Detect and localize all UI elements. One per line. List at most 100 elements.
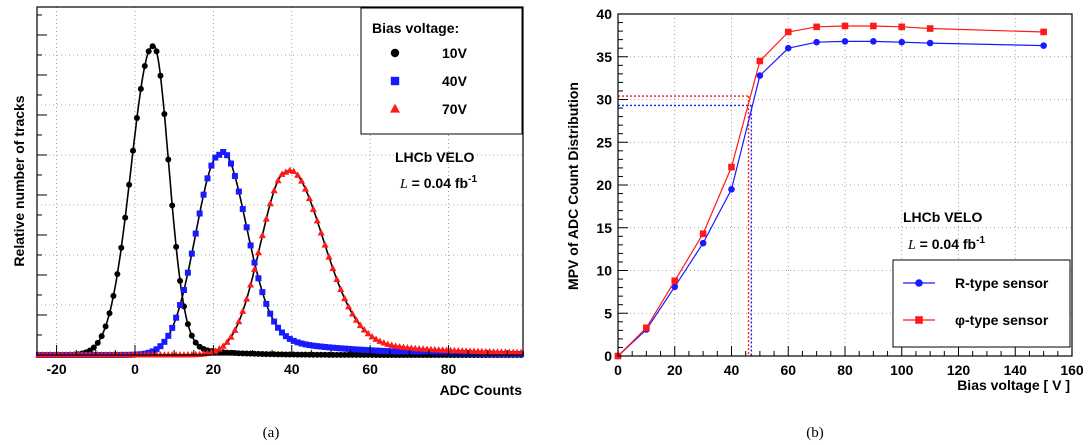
panel-b-point (784, 28, 792, 36)
panel-b-point (699, 230, 707, 238)
panel-b-point (870, 38, 877, 45)
panel-a-annotation: LHCb VELO L = 0.04 fb-1 (395, 149, 477, 192)
panel-b-ticks (617, 13, 1073, 357)
panel-a-point (102, 323, 109, 330)
panel-b-x-tick-label: 20 (667, 362, 683, 378)
panel-a-point (177, 302, 184, 309)
panel-a-annotation-line2: L = 0.04 fb-1 (399, 174, 477, 192)
panel-a-point (368, 332, 376, 340)
panel-a-point (384, 340, 392, 347)
panel-a-x-tick-label: -20 (46, 361, 66, 377)
panel-a-point (137, 85, 144, 92)
panel-a-point (188, 332, 195, 339)
panel-a-point (341, 294, 349, 302)
panel-a-point (286, 166, 294, 173)
panel-a-point (352, 316, 360, 323)
panel-a-point (243, 295, 251, 302)
panel-a-point (94, 339, 101, 346)
panel-a-point (153, 48, 160, 55)
panel-b-point (728, 163, 735, 171)
panel-a-legend: Bias voltage: 10V 40V 70V (360, 7, 523, 135)
panel-a-point (235, 188, 242, 195)
panel-a-point (423, 349, 430, 356)
panel-a-point (149, 43, 156, 50)
panel-b-y-tick-label: 0 (604, 348, 612, 364)
panel-a-x-tick-label: 40 (284, 361, 300, 377)
panel-b-legend-label: R-type sensor (955, 275, 1049, 291)
panel-b-point (870, 22, 877, 30)
panel-a-point (348, 310, 357, 317)
panel-b-x-tick-labels: 0 20 40 60 80 100 120 140 160 (614, 362, 1084, 378)
panel-a-point (251, 265, 259, 272)
panel-a-caption: (a) (263, 425, 280, 441)
panel-a-point (259, 289, 266, 296)
panel-a-point (380, 339, 388, 346)
panel-a-point (314, 343, 321, 350)
panel-a-point (373, 347, 380, 354)
panel-b-annotation-line1: LHCb VELO (903, 209, 982, 225)
panel-a-point (165, 332, 172, 339)
panel-a-point (141, 63, 148, 70)
panel-a-point (416, 349, 423, 356)
panel-a-point (427, 349, 434, 356)
panel-a-point (420, 349, 427, 356)
panel-a-point (333, 275, 341, 283)
panel-a-point (337, 285, 345, 293)
panel-a-point (431, 349, 438, 356)
panel-a-point (325, 253, 333, 260)
panel-a-point (345, 345, 352, 352)
panel-a-point (388, 348, 395, 355)
panel-a-x-axis-title: ADC Counts (440, 382, 523, 398)
panel-b-point (671, 277, 679, 285)
panel-a-point (130, 147, 137, 154)
panel-b-legend-marker (915, 279, 923, 287)
panel-b-x-tick-label: 120 (947, 362, 971, 378)
panel-a-point (157, 343, 164, 350)
panel-b-point (926, 39, 934, 47)
panel-a-point (110, 292, 117, 299)
panel-a-point (412, 349, 419, 356)
panel-a-point (333, 345, 340, 352)
panel-b-x-tick-label: 60 (780, 362, 796, 378)
panel-a-legend-label: 40V (442, 73, 468, 89)
panel-a-point (228, 160, 235, 167)
panel-a-point (153, 346, 160, 353)
panel-a-point (447, 350, 454, 357)
panel-a-legend-label: 10V (442, 45, 468, 61)
panel-b-x-tick-label: 0 (614, 362, 622, 378)
panel-a-point (294, 339, 301, 346)
panel-a-point (161, 111, 168, 118)
panel-a-point (443, 350, 450, 357)
panel-b-y-tick-label: 5 (604, 305, 612, 321)
panel-a-ticks (36, 14, 508, 356)
panel-b-x-axis-title: Bias voltage [ V ] (957, 377, 1070, 393)
panel-a-point (360, 326, 368, 333)
panel-a-point (341, 345, 348, 352)
panel-b-point (784, 44, 792, 52)
panel-b-point (898, 23, 906, 31)
panel-b-x-tick-label: 160 (1060, 362, 1084, 378)
panel-a-point (275, 324, 282, 331)
panel-a-point (361, 346, 368, 353)
panel-a-point (396, 348, 403, 355)
panel-a-legend-marker (390, 76, 400, 86)
panel-b-legend-label: φ-type sensor (955, 312, 1049, 328)
panel-b-point (898, 38, 906, 46)
panel-a-point (298, 340, 305, 347)
panel-a-legend-marker (390, 48, 400, 58)
panel-b-point (841, 38, 849, 45)
panel-a-point (376, 337, 384, 344)
panel-b-x-tick-label: 40 (724, 362, 740, 378)
panel-a-point (306, 342, 313, 349)
panel-a-point (169, 324, 176, 331)
panel-a-legend-box (360, 7, 523, 135)
panel-a-point (298, 177, 306, 184)
panel-a-point (227, 333, 235, 340)
panel-a-x-tick-label: 80 (441, 361, 457, 377)
panel-a-point (290, 337, 297, 344)
panel-a-point (278, 329, 285, 336)
panel-a-point (145, 48, 152, 55)
panel-a-point (310, 342, 317, 349)
panel-a-point (235, 317, 243, 325)
